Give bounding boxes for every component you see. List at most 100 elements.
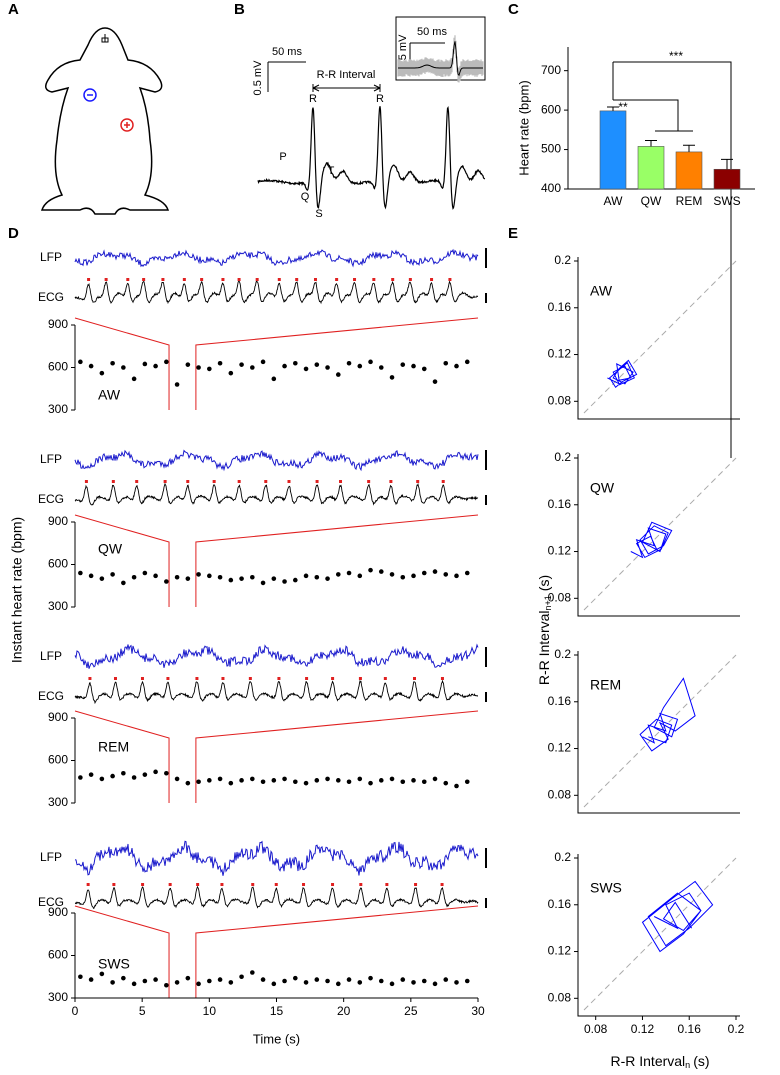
data-point (346, 570, 352, 576)
trace-label: LFP (40, 850, 62, 864)
y-tick-label: 0.08 (548, 590, 572, 604)
data-point (164, 982, 169, 988)
y-tick-label: 0.2 (554, 253, 571, 267)
data-point (250, 574, 255, 580)
trace-label: LFP (40, 452, 62, 466)
ecg-trace (74, 482, 479, 506)
axis (577, 651, 740, 814)
y-tick-label: 0.16 (548, 497, 572, 511)
y-tick-label: 0.12 (548, 347, 572, 361)
data-point (164, 579, 169, 584)
y-tick-label: 0.2 (554, 647, 571, 661)
data-point (346, 977, 352, 982)
data-point (314, 362, 320, 367)
r-peak-marker (302, 883, 306, 886)
data-point (131, 574, 137, 580)
data-point (99, 776, 105, 782)
r-peak-marker (391, 278, 395, 281)
data-point (443, 780, 449, 786)
data-point (335, 981, 341, 987)
data-point (432, 379, 438, 384)
panel-label: C (508, 1, 519, 18)
data-point (99, 576, 105, 581)
x-tick-label: 0 (72, 1004, 79, 1018)
wave-label: P (279, 151, 286, 163)
data-point (378, 365, 384, 370)
error-bar (683, 144, 695, 152)
data-point (357, 363, 363, 369)
r-peak-marker (86, 883, 90, 886)
y-axis-label: Heart rate (bpm) (516, 80, 531, 175)
trace-label: LFP (40, 649, 62, 663)
rr-label: R-R Interval (317, 69, 376, 81)
r-peak-marker (287, 480, 291, 483)
state-label: QW (590, 480, 615, 496)
inset-mean (398, 41, 483, 77)
data-point (303, 573, 309, 579)
data-point (443, 572, 449, 577)
y-tick-label: 600 (48, 948, 68, 962)
data-point (153, 573, 158, 579)
data-point (207, 778, 212, 783)
y-tick-label: 0.16 (548, 300, 572, 314)
y-tick-label: 900 (48, 905, 68, 919)
data-point (207, 366, 212, 372)
data-point (368, 975, 373, 981)
identity-line (583, 457, 737, 611)
data-point (282, 776, 287, 782)
data-point (228, 370, 234, 376)
r-peak-marker (264, 480, 268, 483)
data-point (357, 573, 363, 579)
r-peak-marker (135, 480, 139, 483)
data-point (464, 570, 470, 576)
data-point (217, 776, 223, 782)
y-tick-label: 0.08 (548, 990, 572, 1004)
r-peak-marker (196, 883, 200, 886)
r-peak-marker (112, 883, 116, 886)
y-axis-label: R-R Intervaln+1 (s) (536, 575, 554, 685)
data-point (88, 363, 94, 369)
r-peak-marker (161, 278, 165, 281)
data-point (271, 376, 277, 382)
data-point (378, 778, 384, 783)
data-point (271, 778, 277, 783)
data-point (78, 359, 83, 365)
lfp-trace (74, 449, 479, 472)
data-point (421, 570, 427, 576)
r-peak-marker (221, 278, 225, 281)
data-point (432, 776, 438, 782)
bar (599, 110, 627, 190)
trace-label: LFP (40, 250, 62, 264)
data-point (303, 366, 309, 372)
data-point (421, 978, 427, 984)
data-point (174, 382, 180, 387)
significance-bracket (612, 61, 732, 458)
bar (713, 168, 741, 190)
r-peak-marker (315, 480, 319, 483)
r-peak-marker (141, 883, 145, 886)
data-point (142, 772, 148, 777)
data-point (454, 980, 459, 985)
r-peak-marker (111, 480, 115, 483)
x-tick-label: REM (676, 194, 703, 208)
data-point (217, 977, 223, 982)
r-peak-marker (313, 278, 317, 281)
data-point (239, 974, 244, 980)
x-tick-label: 0.2 (728, 1022, 745, 1036)
data-point (432, 569, 438, 574)
data-point (78, 570, 83, 576)
data-point (293, 360, 298, 366)
r-peak-marker (126, 278, 130, 281)
axis (577, 257, 740, 420)
data-point (378, 978, 384, 984)
data-point (411, 573, 416, 579)
data-point (78, 775, 83, 780)
r-peak-marker (430, 278, 434, 281)
data-point (217, 360, 223, 366)
zoom-line (74, 317, 479, 410)
data-point (454, 363, 459, 369)
data-point (389, 981, 395, 987)
data-point (153, 363, 158, 369)
r-peak-marker (251, 883, 255, 886)
